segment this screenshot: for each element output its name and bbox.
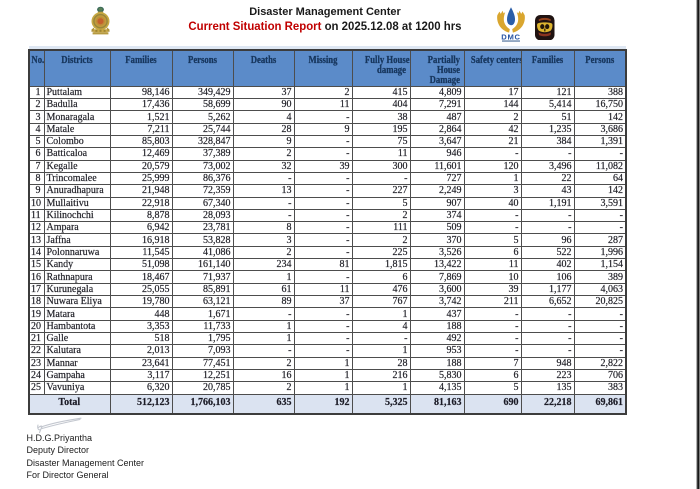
- svg-text:DMC: DMC: [501, 33, 520, 42]
